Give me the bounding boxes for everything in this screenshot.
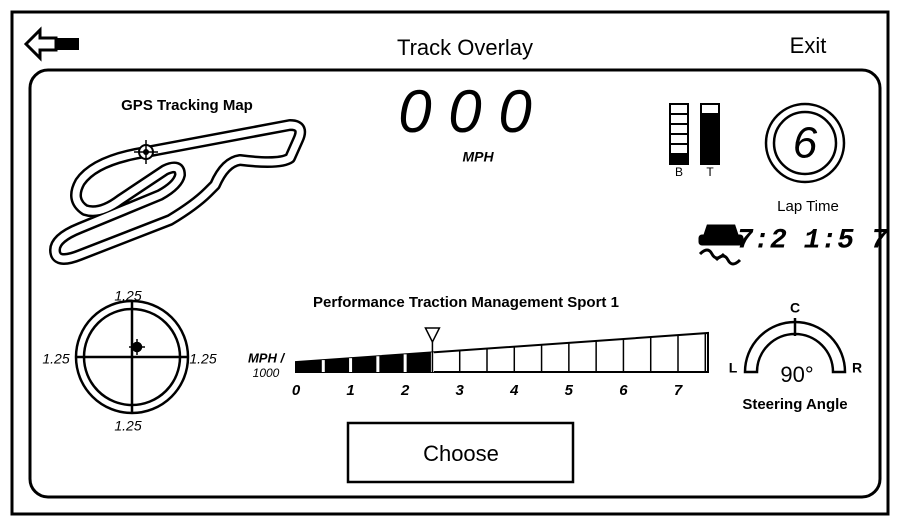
speed-unit: MPH xyxy=(462,149,494,165)
traction-icon xyxy=(698,224,744,266)
gauge-tick-label: 0 xyxy=(292,382,301,399)
gauge-tick-label: 1 xyxy=(346,382,354,399)
steer-l: L xyxy=(729,360,738,376)
button-label: Choose xyxy=(423,441,499,466)
steer-angle: 90° xyxy=(780,362,813,387)
g-top: 1.25 xyxy=(114,288,141,304)
gauge-pointer xyxy=(424,327,441,344)
gauge-tick-label: 2 xyxy=(400,382,410,399)
back-button[interactable] xyxy=(23,26,79,62)
rpm-gauge: 0 1 2 3 4 5 6 7 xyxy=(292,327,709,399)
traction-title: Performance Traction Management Sport 1 xyxy=(313,294,619,311)
lap-time: 7:2 1:5 7 xyxy=(736,225,888,256)
g-bottom: 1.25 xyxy=(114,418,141,434)
g-left: 1.25 xyxy=(42,351,69,367)
back-arrow xyxy=(23,26,58,62)
button-frame xyxy=(346,421,575,484)
gauge-tick-label: 6 xyxy=(619,382,628,399)
gauge-unit: MPH / xyxy=(248,350,286,365)
gauge-tick-label: 5 xyxy=(565,382,574,399)
gauge-tick-label: 4 xyxy=(509,382,519,399)
lap-label: Lap Time xyxy=(777,198,839,215)
t-label: T xyxy=(706,165,714,179)
gauge-tick-label: 7 xyxy=(674,382,683,399)
steering-gauge xyxy=(743,318,847,374)
choose-button[interactable]: Choose xyxy=(346,421,575,484)
b-label: B xyxy=(675,165,683,179)
panel xyxy=(28,68,882,499)
steer-c: C xyxy=(790,300,800,316)
speed-digits: 0 0 0 xyxy=(398,78,531,145)
gear-ring-inner xyxy=(772,110,838,176)
track-map xyxy=(49,119,307,265)
back-bars xyxy=(57,38,79,50)
title: Track Overlay xyxy=(397,35,533,60)
exit-button[interactable]: Exit xyxy=(790,33,827,58)
gauge-fill xyxy=(296,352,433,372)
steer-label: Steering Angle xyxy=(742,396,847,413)
gear: 6 xyxy=(793,119,818,168)
g-right: 1.25 xyxy=(189,351,216,367)
steer-r: R xyxy=(852,360,862,376)
map-label: GPS Tracking Map xyxy=(121,97,253,114)
gauge-unit: 1000 xyxy=(253,366,280,380)
bt-bars xyxy=(669,103,720,165)
gauge-tick-label: 3 xyxy=(456,382,465,399)
g-meter xyxy=(74,299,190,415)
